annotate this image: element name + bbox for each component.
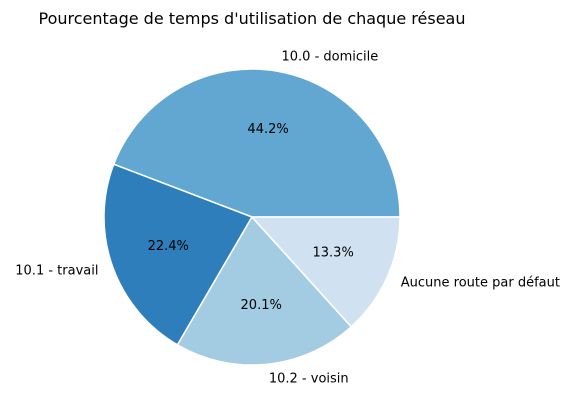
slice-label: 10.1 - travail [15,264,98,279]
pie-slice [112,68,401,218]
slice-percent-label: 22.4% [148,239,189,254]
slice-label: Aucune route par défaut [401,276,560,291]
pie-slice [176,216,353,366]
pie-labels: 10.0 - domicile 44.2% 10.1 - travail 22.4% 1… [15,49,560,386]
slice-percent-label: 20.1% [241,298,282,313]
slice-percent-label: 44.2% [247,122,288,137]
slice-label: 10.2 - voisin [269,371,349,386]
pie-slices [103,68,401,366]
chart-title: Pourcentage de temps d'utilisation de ch… [39,9,466,28]
slice-label: 10.0 - domicile [282,49,379,64]
pie-slice [251,216,401,328]
slice-percent-label: 13.3% [313,246,354,261]
pie-slice [103,163,253,346]
